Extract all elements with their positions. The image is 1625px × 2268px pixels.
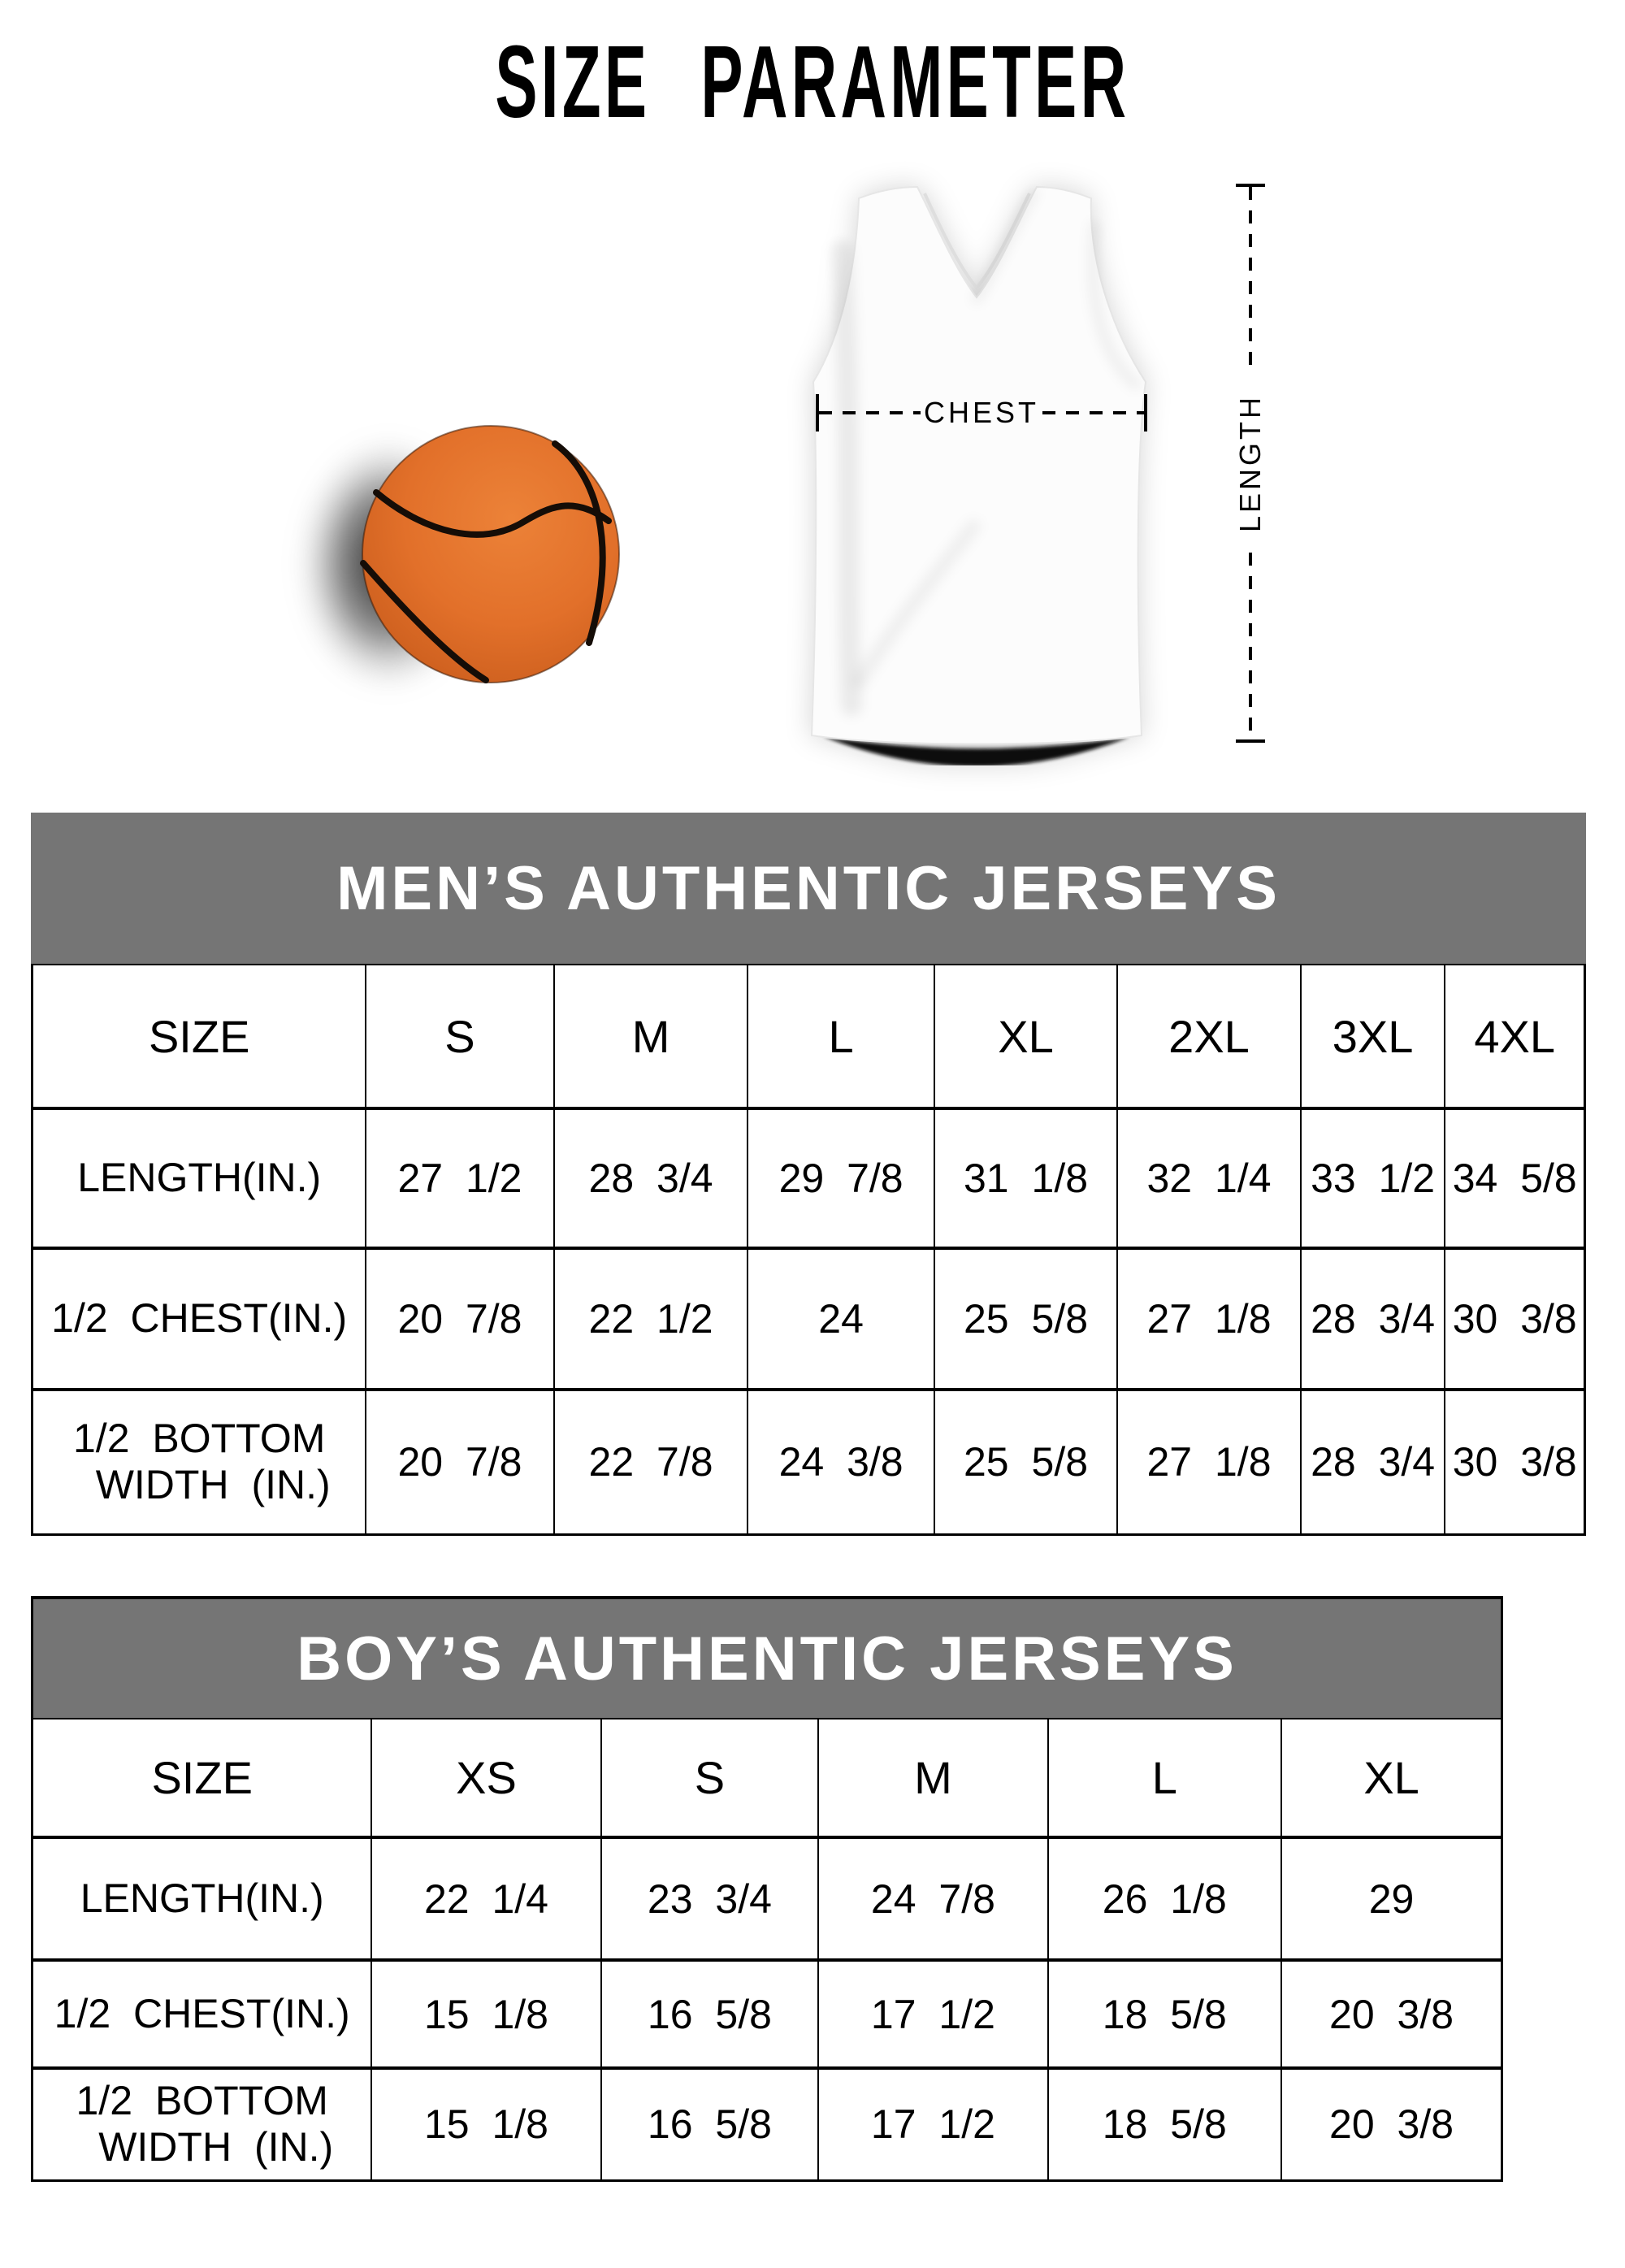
mens-table-banner: MEN’S AUTHENTIC JERSEYS xyxy=(31,813,1586,965)
chest-measure-line: CHEST xyxy=(816,392,1148,434)
header-cell-4xl: 4XL xyxy=(1444,965,1586,1109)
value-cell: 32 1/4 xyxy=(1116,1107,1302,1249)
row-label-cell: 1/2 BOTTOM WIDTH (IN.) xyxy=(31,2066,373,2181)
value-cell: 16 5/8 xyxy=(600,1958,820,2069)
row-label-line2: WIDTH (IN.) xyxy=(95,1462,331,1508)
boys-table-banner: BOY’S AUTHENTIC JERSEYS xyxy=(31,1596,1503,1719)
value-cell: 33 1/2 xyxy=(1299,1107,1446,1249)
row-label-cell: LENGTH(IN.) xyxy=(31,1107,367,1249)
value-cell: 28 3/4 xyxy=(1299,1247,1446,1390)
mens-size-table: SIZE S M L XL 2XL 3XL 4XL LENGTH(IN.) 27… xyxy=(31,965,1586,1536)
mens-chest-row: 1/2 CHEST(IN.) 20 7/8 22 1/2 24 25 5/8 2… xyxy=(31,1247,1586,1390)
length-measure-line: LENGTH xyxy=(1233,184,1267,743)
value-cell: 30 3/8 xyxy=(1444,1388,1586,1535)
value-cell: 25 5/8 xyxy=(933,1388,1119,1535)
value-cell: 25 5/8 xyxy=(933,1247,1119,1390)
jersey-image xyxy=(810,185,1147,765)
value-cell: 27 1/8 xyxy=(1116,1388,1302,1535)
value-cell: 16 5/8 xyxy=(600,2066,820,2181)
boys-size-table: SIZE XS S M L XL LENGTH(IN.) 22 1/4 23 3… xyxy=(31,1719,1503,2182)
value-cell: 15 1/8 xyxy=(370,2066,602,2181)
boys-bottom-width-row: 1/2 BOTTOM WIDTH (IN.) 15 1/8 16 5/8 17 … xyxy=(31,2066,1503,2181)
value-cell: 27 1/8 xyxy=(1116,1247,1302,1390)
row-label-line1: 1/2 BOTTOM xyxy=(73,1415,326,1461)
mens-length-row: LENGTH(IN.) 27 1/2 28 3/4 29 7/8 31 1/8 … xyxy=(31,1107,1586,1249)
value-cell: 24 7/8 xyxy=(817,1836,1049,1961)
header-cell-xl: XL xyxy=(1280,1719,1503,1838)
header-cell-m: M xyxy=(817,1719,1049,1838)
value-cell: 24 3/8 xyxy=(747,1388,935,1535)
row-label-cell: LENGTH(IN.) xyxy=(31,1836,373,1961)
value-cell: 22 7/8 xyxy=(552,1388,749,1535)
chest-line-right-tick xyxy=(1144,394,1148,431)
chest-line-left-tick xyxy=(816,394,819,431)
length-label: LENGTH xyxy=(1233,393,1267,533)
value-cell: 26 1/8 xyxy=(1046,1836,1283,1961)
row-label-cell: 1/2 CHEST(IN.) xyxy=(31,1247,367,1390)
value-cell: 20 3/8 xyxy=(1280,2066,1503,2181)
header-cell-size: SIZE xyxy=(31,965,367,1109)
value-cell: 20 7/8 xyxy=(365,1247,555,1390)
length-line-bottom-tick xyxy=(1236,739,1265,743)
jersey-hem-shadow xyxy=(823,736,1129,765)
basketball-image xyxy=(360,425,620,683)
value-cell: 31 1/8 xyxy=(933,1107,1119,1249)
length-dashed-line-bottom xyxy=(1249,553,1252,739)
page-title-wrap: SIZE PARAMETER xyxy=(0,29,1625,135)
value-cell: 22 1/2 xyxy=(552,1247,749,1390)
length-line-top-tick xyxy=(1236,184,1265,187)
header-cell-xl: XL xyxy=(933,965,1119,1109)
header-cell-3xl: 3XL xyxy=(1299,965,1446,1109)
header-cell-2xl: 2XL xyxy=(1116,965,1302,1109)
header-cell-xs: XS xyxy=(370,1719,602,1838)
value-cell: 18 5/8 xyxy=(1046,2066,1283,2181)
mens-bottom-width-row: 1/2 BOTTOM WIDTH (IN.) 20 7/8 22 7/8 24 … xyxy=(31,1388,1586,1535)
row-label-line2: WIDTH (IN.) xyxy=(98,2124,334,2170)
header-cell-size: SIZE xyxy=(31,1719,373,1838)
value-cell: 30 3/8 xyxy=(1444,1247,1586,1390)
header-cell-l: L xyxy=(747,965,935,1109)
chest-dashed-line-left xyxy=(819,411,921,414)
row-label-cell: 1/2 CHEST(IN.) xyxy=(31,1958,373,2069)
value-cell: 17 1/2 xyxy=(817,1958,1049,2069)
value-cell: 27 1/2 xyxy=(365,1107,555,1249)
value-cell: 22 1/4 xyxy=(370,1836,602,1961)
chest-dashed-line-right xyxy=(1042,411,1145,414)
value-cell: 29 7/8 xyxy=(747,1107,935,1249)
value-cell: 29 xyxy=(1280,1836,1503,1961)
value-cell: 20 7/8 xyxy=(365,1388,555,1535)
boys-chest-row: 1/2 CHEST(IN.) 15 1/8 16 5/8 17 1/2 18 5… xyxy=(31,1958,1503,2069)
row-label-cell: 1/2 BOTTOM WIDTH (IN.) xyxy=(31,1388,367,1535)
value-cell: 18 5/8 xyxy=(1046,1958,1283,2069)
length-label-box: LENGTH xyxy=(1181,374,1320,553)
boys-length-row: LENGTH(IN.) 22 1/4 23 3/4 24 7/8 26 1/8 … xyxy=(31,1836,1503,1961)
boys-header-row: SIZE XS S M L XL xyxy=(31,1719,1503,1838)
value-cell: 20 3/8 xyxy=(1280,1958,1503,2069)
value-cell: 34 5/8 xyxy=(1444,1107,1586,1249)
value-cell: 28 3/4 xyxy=(552,1107,749,1249)
value-cell: 24 xyxy=(747,1247,935,1390)
value-cell: 23 3/4 xyxy=(600,1836,820,1961)
value-cell: 17 1/2 xyxy=(817,2066,1049,2181)
row-label-line1: 1/2 BOTTOM xyxy=(76,2077,328,2123)
length-dashed-line-top xyxy=(1249,187,1252,374)
header-cell-m: M xyxy=(552,965,749,1109)
value-cell: 28 3/4 xyxy=(1299,1388,1446,1535)
chest-label: CHEST xyxy=(924,396,1040,429)
mens-header-row: SIZE S M L XL 2XL 3XL 4XL xyxy=(31,965,1586,1109)
page-title: SIZE PARAMETER xyxy=(495,24,1130,139)
boys-size-chart: BOY’S AUTHENTIC JERSEYS SIZE XS S M L XL… xyxy=(31,1596,1503,2182)
mens-size-chart: MEN’S AUTHENTIC JERSEYS SIZE S M L XL 2X… xyxy=(31,813,1586,1536)
header-cell-l: L xyxy=(1046,1719,1283,1838)
header-cell-s: S xyxy=(600,1719,820,1838)
header-cell-s: S xyxy=(365,965,555,1109)
value-cell: 15 1/8 xyxy=(370,1958,602,2069)
